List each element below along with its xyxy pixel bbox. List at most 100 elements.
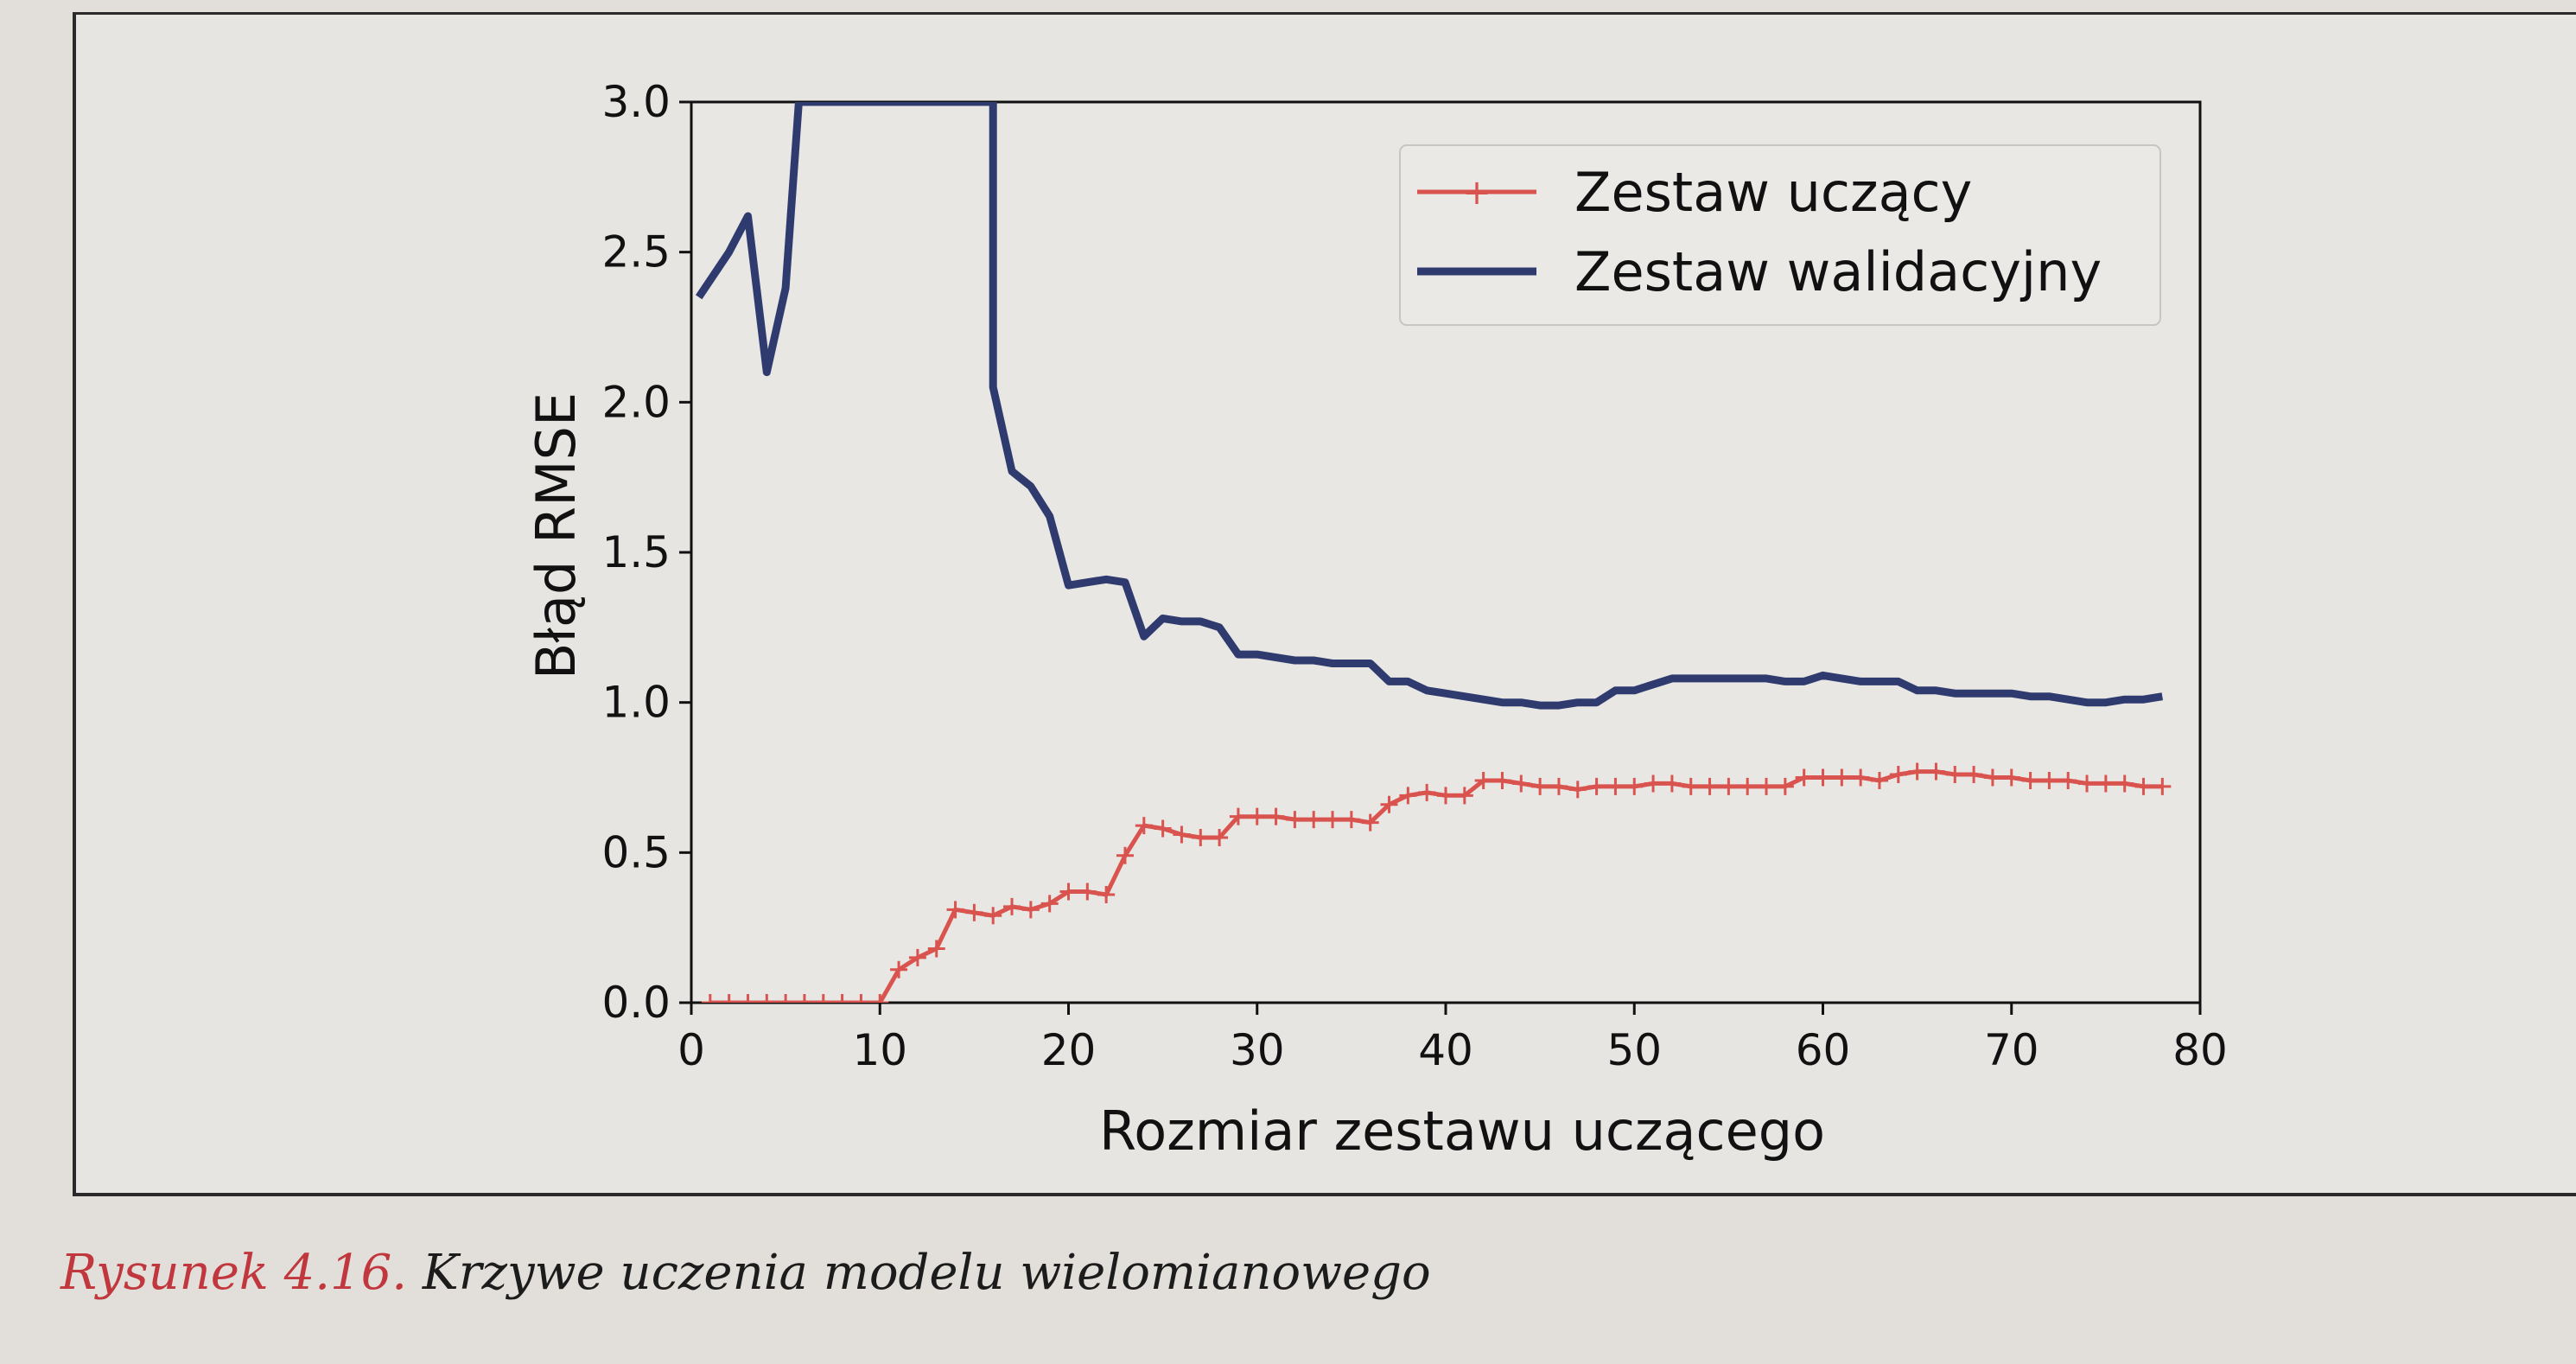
data-point-marker <box>1606 777 1625 795</box>
caption-text: Krzywe uczenia modelu wielomianowego <box>422 1245 1431 1301</box>
series-line-zestaw-walidacyjny <box>695 102 2164 710</box>
data-point-marker <box>1455 787 1473 805</box>
data-point-marker <box>1852 768 1870 787</box>
data-point-marker <box>1059 883 1078 901</box>
legend-label-zestaw-uczacy: Zestaw uczący <box>1574 161 1972 224</box>
data-point-marker <box>1701 777 1719 795</box>
data-point-marker <box>1795 768 1813 787</box>
data-point-marker <box>1889 766 1907 784</box>
y-tick-label: 0.5 <box>601 827 671 877</box>
data-point-marker <box>1399 787 1417 805</box>
data-point-marker <box>1776 777 1794 795</box>
data-point-marker <box>965 903 983 921</box>
data-point-marker <box>1040 895 1059 913</box>
data-point-marker <box>1908 762 1926 781</box>
x-tick-label: 70 <box>1984 1025 2039 1075</box>
data-point-marker <box>2002 768 2020 787</box>
data-point-marker <box>1758 777 1776 795</box>
data-point-marker <box>1361 813 1379 832</box>
data-point-marker <box>720 994 738 1003</box>
data-point-marker <box>1682 777 1700 795</box>
data-point-marker <box>1229 807 1247 825</box>
data-point-marker <box>946 901 964 919</box>
data-point-marker <box>1248 807 1266 825</box>
legend: + Zestaw uczący Zestaw walidacyjny <box>1399 144 2161 326</box>
data-point-marker <box>2096 774 2115 793</box>
data-point-marker <box>1267 807 1285 825</box>
data-point-marker <box>1983 768 2001 787</box>
y-tick-label: 1.0 <box>601 678 671 728</box>
data-point-marker <box>814 994 832 1003</box>
data-point-marker <box>2021 771 2039 789</box>
data-point-marker <box>1154 819 1172 838</box>
data-point-marker <box>833 994 851 1003</box>
data-point-marker <box>1342 811 1360 829</box>
data-point-marker <box>1720 777 1738 795</box>
data-point-marker <box>2078 774 2096 793</box>
data-point-marker <box>1474 771 1492 789</box>
data-point-marker <box>1663 774 1681 793</box>
data-point-marker <box>1437 787 1454 805</box>
data-point-marker <box>1493 771 1511 789</box>
data-point-marker <box>1870 771 1888 789</box>
data-point-marker <box>1286 811 1304 829</box>
x-tick-label: 80 <box>2172 1025 2228 1075</box>
data-point-marker <box>795 994 813 1003</box>
x-tick-label: 0 <box>677 1025 705 1075</box>
data-point-marker <box>1568 781 1587 799</box>
data-point-marker <box>1116 846 1134 864</box>
legend-marker-plus-icon: + <box>1462 173 1492 213</box>
x-tick-label: 30 <box>1230 1025 1285 1075</box>
x-tick-label: 40 <box>1418 1025 1473 1075</box>
data-point-marker <box>927 940 945 958</box>
data-point-marker <box>2040 771 2058 789</box>
data-point-marker <box>890 960 908 978</box>
data-point-marker <box>1833 768 1851 787</box>
data-point-marker <box>1512 774 1530 793</box>
data-point-marker <box>1211 828 1229 846</box>
data-point-marker <box>1739 777 1757 795</box>
data-point-marker <box>739 994 757 1003</box>
data-point-marker <box>1097 885 1116 903</box>
figure-caption: Rysunek 4.16. Krzywe uczenia modelu wiel… <box>60 1245 1431 1301</box>
data-point-marker <box>1021 901 1040 919</box>
data-point-marker <box>2115 774 2134 793</box>
data-point-marker <box>852 994 870 1003</box>
y-tick-label: 0.0 <box>601 978 671 1028</box>
x-tick-label: 50 <box>1606 1025 1662 1075</box>
data-point-marker <box>871 994 889 1003</box>
data-point-marker <box>1305 811 1323 829</box>
y-tick-label: 1.5 <box>601 527 671 577</box>
legend-label-zestaw-walidacyjny: Zestaw walidacyjny <box>1574 240 2102 303</box>
data-point-marker <box>2059 771 2077 789</box>
data-point-marker <box>1549 777 1568 795</box>
data-point-marker <box>1814 768 1832 787</box>
data-point-marker <box>1946 766 1964 784</box>
data-point-marker <box>1380 795 1398 813</box>
data-point-marker <box>701 994 719 1003</box>
y-tick-label: 2.0 <box>601 377 671 427</box>
data-point-marker <box>1625 777 1644 795</box>
data-point-marker <box>1927 762 1945 781</box>
x-tick-label: 60 <box>1796 1025 1851 1075</box>
data-point-marker <box>758 994 776 1003</box>
data-point-marker <box>908 948 926 966</box>
x-tick-label: 20 <box>1041 1025 1097 1075</box>
data-point-marker <box>1078 883 1097 901</box>
data-point-marker <box>984 907 1002 925</box>
data-point-marker <box>1003 897 1021 915</box>
data-point-marker <box>1135 817 1153 835</box>
data-point-marker <box>777 994 795 1003</box>
data-point-marker <box>1173 825 1191 844</box>
y-axis-title: Błąd RMSE <box>525 392 588 679</box>
data-point-marker <box>1965 766 1983 784</box>
y-tick-label: 2.5 <box>601 227 671 277</box>
legend-box <box>1399 144 2161 326</box>
data-point-marker <box>1644 774 1663 793</box>
x-tick-label: 10 <box>852 1025 907 1075</box>
data-point-marker <box>1531 777 1549 795</box>
data-point-marker <box>1324 811 1342 829</box>
data-point-marker <box>2153 777 2172 795</box>
data-point-marker <box>1192 828 1210 846</box>
